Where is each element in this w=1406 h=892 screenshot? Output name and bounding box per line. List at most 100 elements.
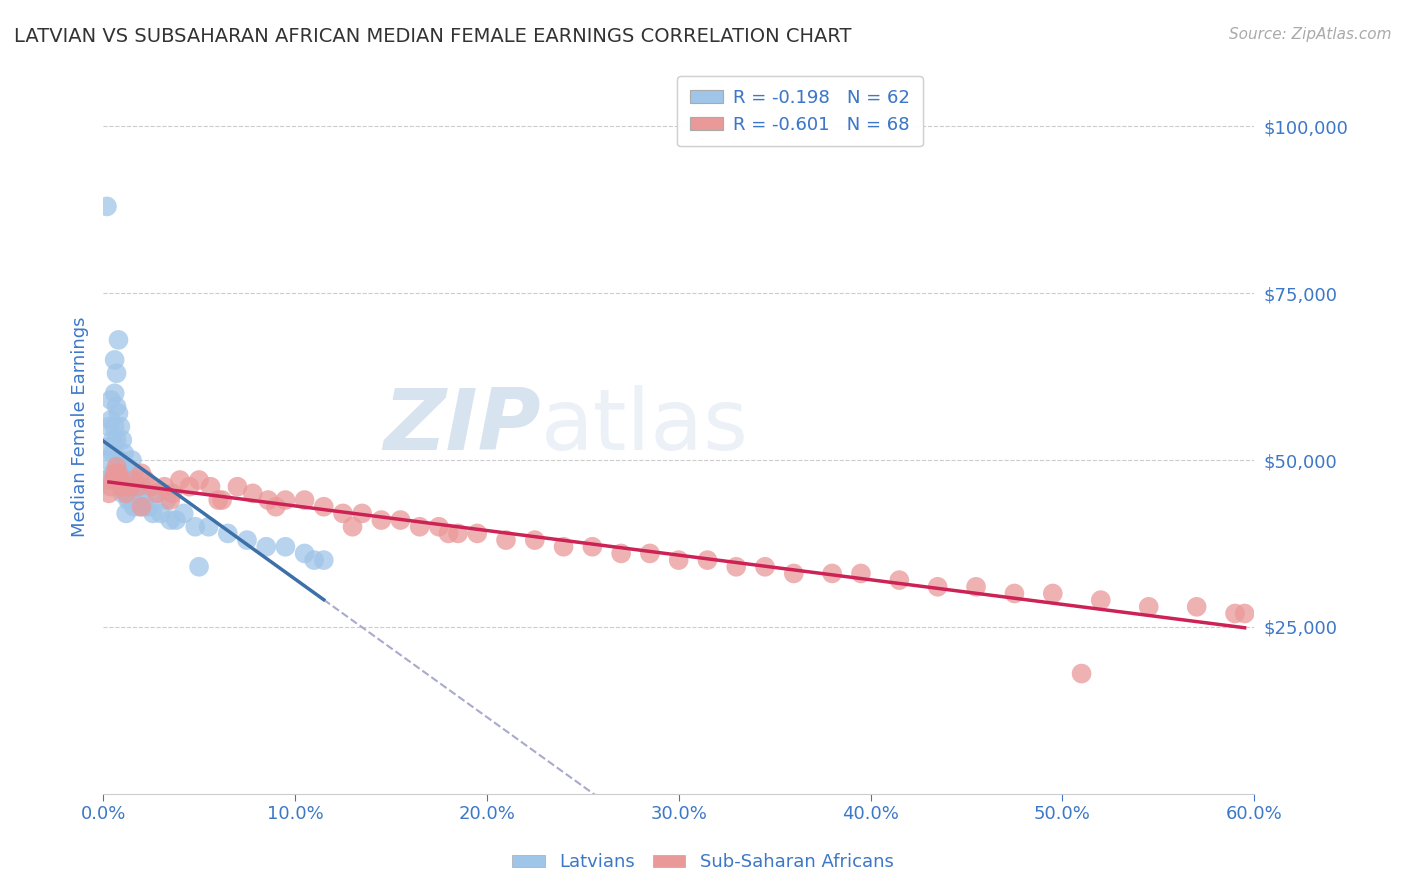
Point (110, 473, 132, 487)
Point (302, 553, 325, 567)
Point (134, 500, 156, 514)
Point (188, 473, 211, 487)
Point (127, 493, 149, 508)
Point (849, 566, 872, 581)
Point (111, 486, 134, 500)
Point (111, 467, 134, 481)
Point (105, 459, 128, 474)
Point (121, 453, 143, 467)
Point (294, 493, 316, 508)
Point (127, 480, 149, 494)
Point (107, 406, 129, 420)
Point (97, 486, 120, 500)
Point (104, 419, 127, 434)
Point (523, 533, 546, 547)
Point (110, 419, 132, 434)
Point (105, 366, 128, 380)
Point (927, 580, 949, 594)
Point (117, 473, 139, 487)
Point (188, 559, 211, 574)
Point (725, 559, 748, 574)
Point (100, 480, 122, 494)
Point (112, 446, 135, 460)
Point (159, 513, 181, 527)
Point (101, 446, 124, 460)
Point (696, 553, 718, 567)
Point (111, 433, 134, 447)
Text: LATVIAN VS SUBSAHARAN AFRICAN MEDIAN FEMALE EARNINGS CORRELATION CHART: LATVIAN VS SUBSAHARAN AFRICAN MEDIAN FEM… (14, 27, 852, 45)
Point (97, 440, 120, 454)
Point (1185, 599, 1208, 614)
Point (447, 526, 470, 541)
Point (1042, 586, 1064, 600)
Point (112, 480, 135, 494)
Point (342, 520, 364, 534)
Point (783, 566, 806, 581)
Point (139, 480, 162, 494)
Point (100, 392, 122, 407)
Point (1002, 586, 1025, 600)
Point (122, 500, 145, 514)
Text: Source: ZipAtlas.com: Source: ZipAtlas.com (1229, 27, 1392, 42)
Point (125, 480, 148, 494)
Point (274, 493, 297, 508)
Point (264, 500, 287, 514)
Point (111, 480, 134, 494)
Point (107, 467, 129, 481)
Point (1070, 666, 1092, 681)
Point (226, 480, 249, 494)
Point (274, 540, 297, 554)
Point (408, 520, 430, 534)
Point (173, 507, 195, 521)
Point (427, 520, 450, 534)
Point (1233, 607, 1256, 621)
Point (128, 500, 150, 514)
Point (115, 486, 138, 500)
Point (122, 467, 145, 481)
Point (821, 566, 844, 581)
Point (115, 507, 138, 521)
Point (110, 473, 132, 487)
Point (165, 513, 187, 527)
Point (149, 507, 172, 521)
Point (254, 540, 277, 554)
Point (312, 500, 335, 514)
Point (115, 459, 138, 474)
Y-axis label: Median Female Earnings: Median Female Earnings (72, 317, 89, 537)
Point (104, 352, 127, 367)
Point (107, 453, 129, 467)
Point (105, 400, 128, 414)
Point (115, 486, 138, 500)
Point (142, 507, 165, 521)
Point (96, 199, 118, 213)
Text: ZIP: ZIP (382, 385, 540, 468)
Point (1090, 593, 1112, 607)
Point (131, 467, 153, 481)
Point (668, 553, 690, 567)
Point (257, 493, 280, 508)
Point (389, 513, 412, 527)
Point (146, 486, 169, 500)
Point (207, 493, 229, 508)
Point (101, 473, 124, 487)
Point (134, 473, 156, 487)
Point (155, 493, 177, 508)
Point (97, 419, 120, 434)
Point (610, 546, 633, 560)
Point (370, 513, 392, 527)
Point (131, 480, 153, 494)
Point (104, 386, 127, 401)
Text: atlas: atlas (540, 385, 748, 468)
Point (294, 546, 316, 560)
Point (159, 493, 181, 508)
Point (160, 486, 183, 500)
Point (96, 453, 118, 467)
Point (107, 333, 129, 347)
Point (153, 480, 176, 494)
Point (169, 473, 191, 487)
Point (184, 520, 207, 534)
Point (179, 480, 201, 494)
Point (118, 493, 141, 508)
Point (352, 507, 374, 521)
Point (110, 453, 132, 467)
